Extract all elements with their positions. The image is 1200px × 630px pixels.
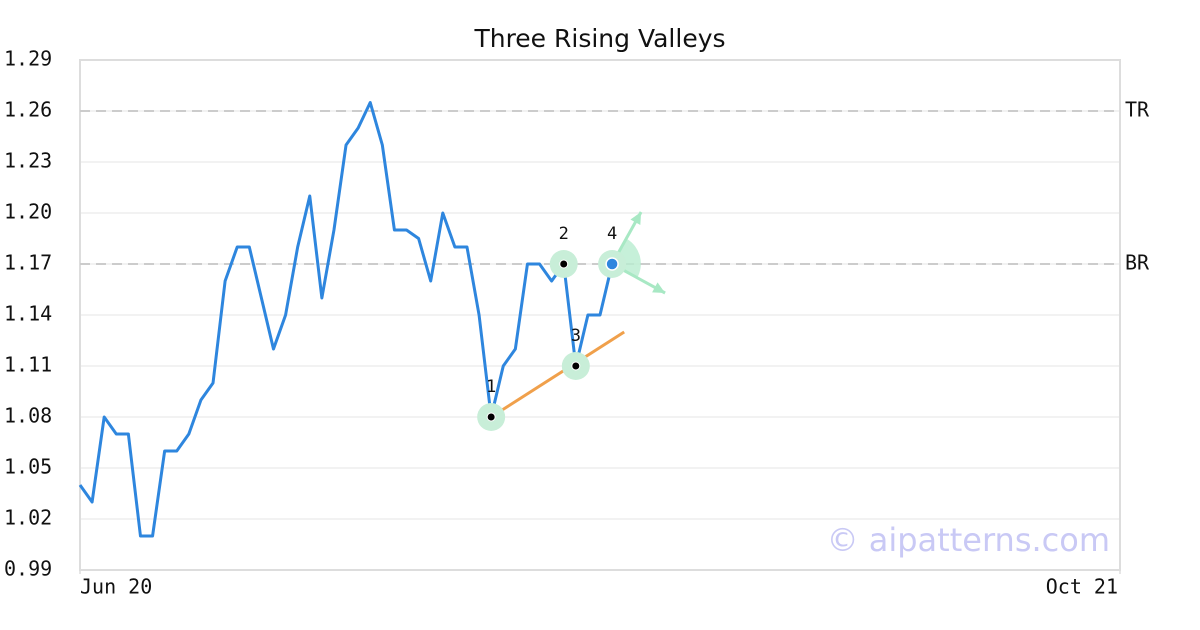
point-label: 1	[486, 377, 496, 397]
x-tick-label: Oct 21	[1046, 575, 1118, 599]
pattern-point	[559, 259, 569, 269]
arrow-head	[630, 212, 642, 225]
level-label: BR	[1125, 251, 1150, 275]
level-label: TR	[1125, 98, 1150, 122]
y-tick-label: 1.26	[4, 98, 52, 122]
trend-line	[490, 330, 625, 419]
x-tick-label: Jun 20	[80, 575, 152, 599]
point-label: 4	[607, 224, 617, 244]
y-tick-label: 0.99	[4, 557, 52, 581]
arrow-head	[652, 282, 666, 293]
projection-sector	[612, 239, 641, 278]
y-tick-label: 1.02	[4, 506, 52, 530]
pattern-point	[486, 412, 496, 422]
watermark: © aipatterns.com	[827, 521, 1110, 559]
point-label: 2	[559, 224, 569, 244]
y-tick-label: 1.29	[4, 47, 52, 71]
price-line	[78, 101, 614, 538]
pattern-point	[605, 257, 619, 271]
y-tick-label: 1.08	[4, 404, 52, 428]
y-tick-label: 1.23	[4, 149, 52, 173]
y-tick-label: 1.20	[4, 200, 52, 224]
plot-frame	[79, 59, 1121, 571]
y-tick-label: 1.14	[4, 302, 52, 326]
point-label: 3	[571, 326, 581, 346]
pattern-point	[571, 361, 581, 371]
chart-title: Three Rising Valleys	[473, 24, 725, 53]
y-tick-label: 1.17	[4, 251, 52, 275]
y-tick-label: 1.05	[4, 455, 52, 479]
y-tick-label: 1.11	[4, 353, 52, 377]
